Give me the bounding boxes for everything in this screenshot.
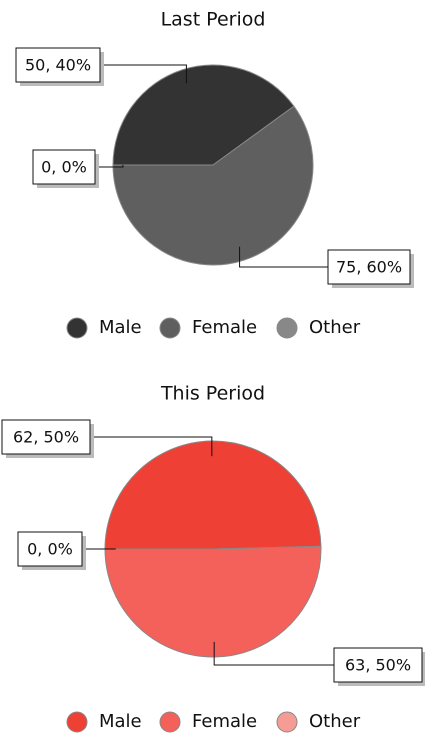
label-box (17, 531, 83, 567)
chart-title: Last Period (161, 9, 266, 31)
legend-label: Female (192, 317, 257, 338)
data-label: 62, 50% (13, 428, 79, 447)
label-box (15, 47, 101, 83)
pie-slice (104, 440, 322, 550)
leader-line (95, 165, 124, 168)
legend-label: Male (99, 711, 142, 732)
leader-line (90, 436, 213, 457)
label-box (327, 249, 411, 285)
legend-swatch (159, 711, 181, 733)
data-label: 50, 40% (25, 56, 91, 75)
pie-slice (104, 545, 322, 658)
leader-line (239, 246, 328, 268)
legend-swatch (276, 711, 298, 733)
leader-line (100, 64, 187, 84)
legend-label: Male (99, 317, 142, 338)
legend-swatch (159, 317, 181, 339)
legend-swatch (276, 317, 298, 339)
pie-slice (112, 105, 314, 266)
data-label: 75, 60% (336, 258, 402, 277)
legend-label: Female (192, 711, 257, 732)
data-label: 0, 0% (27, 540, 73, 559)
label-box (333, 647, 423, 683)
data-label: 0, 0% (41, 158, 87, 177)
leader-line (213, 641, 334, 666)
pie-slice (112, 64, 295, 166)
legend-label: Other (309, 711, 361, 732)
chart-title: This Period (160, 383, 265, 405)
legend-swatch (66, 711, 88, 733)
label-box (1, 419, 91, 455)
data-label: 63, 50% (345, 656, 411, 675)
legend-swatch (66, 317, 88, 339)
label-box (32, 149, 96, 185)
legend-label: Other (309, 317, 361, 338)
